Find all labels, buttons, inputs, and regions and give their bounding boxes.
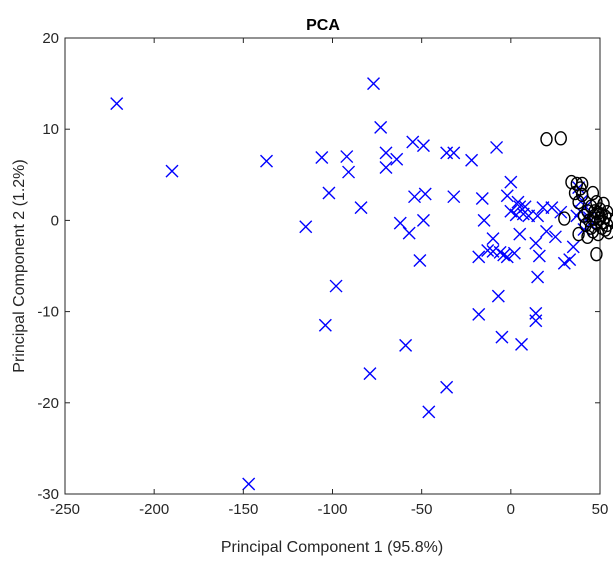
x-marker-point (363, 367, 377, 381)
x-marker-point (379, 146, 393, 160)
x-marker-point (413, 254, 427, 268)
x-marker-point (481, 244, 495, 257)
x-marker-point (554, 205, 568, 219)
x-marker-point (110, 97, 124, 111)
x-marker-point (399, 338, 413, 352)
x-marker-point (515, 337, 529, 351)
x-marker-point (406, 135, 420, 149)
x-marker-point (315, 150, 329, 164)
x-marker-point (477, 213, 491, 227)
x-marker-point (447, 190, 461, 204)
data-marks (110, 77, 613, 491)
x-marker-point (513, 227, 527, 241)
y-axis: -30 -20 -10 0 10 20 (37, 30, 600, 503)
o-marker-point (558, 211, 571, 226)
x-marker-point (416, 213, 430, 227)
x-marker-point (408, 190, 422, 204)
x-marker-point (500, 189, 514, 203)
x-marker-point (504, 204, 518, 218)
x-marker-point (322, 186, 336, 200)
x-marker-point (504, 175, 518, 189)
y-tick-label: 20 (42, 30, 59, 47)
y-axis-label: Principal Component 2 (1.2%) (11, 159, 28, 372)
x-marker-point (447, 146, 461, 160)
x-marker-point (486, 232, 500, 246)
plot-frame (64, 37, 601, 495)
x-marker-point (440, 380, 454, 394)
x-marker-point (531, 270, 545, 284)
y-tick-label: 10 (42, 121, 59, 138)
x-marker-point (165, 164, 179, 178)
x-marker-point (390, 152, 404, 166)
x-marker-point (475, 192, 489, 206)
x-marker-point (465, 153, 479, 167)
x-marker-point (540, 224, 553, 238)
x-marker-point (374, 120, 388, 134)
x-marker-point (472, 307, 486, 321)
o-marker-point (570, 176, 584, 192)
plot-area (64, 37, 613, 495)
x-marker-point (507, 246, 521, 260)
x-tick-label: -50 (411, 501, 433, 518)
y-tick-label: -20 (37, 395, 59, 412)
x-marker-point (532, 249, 546, 263)
x-marker-point (393, 216, 407, 230)
x-marker-point (354, 201, 368, 215)
x-marker-point (260, 154, 274, 168)
chart-title: PCA (306, 17, 340, 34)
o-marker-point (590, 246, 603, 262)
x-axis: -250 -200 -150 -100 -50 0 50 (50, 38, 608, 518)
x-tick-label: -100 (317, 501, 347, 518)
x-marker-point (367, 77, 381, 91)
x-marker-point (490, 140, 504, 154)
x-marker-point (563, 253, 577, 267)
series-1 (540, 131, 613, 262)
x-marker-point (495, 330, 509, 344)
x-marker-point (318, 318, 332, 332)
x-tick-label: 50 (592, 501, 609, 518)
x-marker-point (511, 195, 525, 209)
x-marker-point (531, 209, 545, 223)
x-marker-point (342, 165, 356, 179)
o-marker-point (540, 132, 553, 147)
x-marker-point (557, 256, 571, 270)
o-marker-point (581, 229, 594, 245)
x-marker-point (500, 250, 514, 264)
o-marker-point (572, 226, 585, 242)
x-marker-point (529, 314, 543, 328)
o-marker-point (590, 194, 603, 210)
x-marker-point (299, 220, 313, 234)
x-marker-point (566, 240, 580, 254)
x-marker-point (379, 161, 393, 174)
o-marker-point (602, 225, 613, 240)
y-tick-label: -30 (37, 486, 59, 503)
x-marker-point (545, 201, 559, 215)
o-marker-point (575, 176, 589, 192)
y-tick-label: -10 (37, 304, 59, 321)
x-marker-point (518, 200, 532, 214)
y-tick-label: 0 (51, 212, 59, 229)
o-marker-point (572, 194, 585, 210)
x-marker-point (329, 279, 343, 293)
x-tick-label: -200 (139, 501, 169, 518)
x-tick-label: 0 (507, 501, 515, 518)
x-marker-point (242, 477, 256, 491)
x-marker-point (529, 236, 543, 250)
x-marker-point (402, 226, 416, 240)
x-marker-point (548, 230, 562, 244)
x-marker-point (422, 405, 436, 419)
x-axis-label: Principal Component 1 (95.8%) (221, 539, 443, 556)
x-marker-point (418, 187, 432, 201)
x-marker-point (416, 139, 430, 153)
x-marker-point (340, 150, 354, 164)
x-marker-point (472, 250, 486, 264)
o-marker-point (554, 131, 567, 146)
x-marker-point (491, 289, 505, 303)
o-marker-point (586, 185, 600, 201)
x-tick-label: -150 (228, 501, 258, 518)
x-tick-label: -250 (50, 501, 80, 518)
x-marker-point (497, 248, 511, 262)
